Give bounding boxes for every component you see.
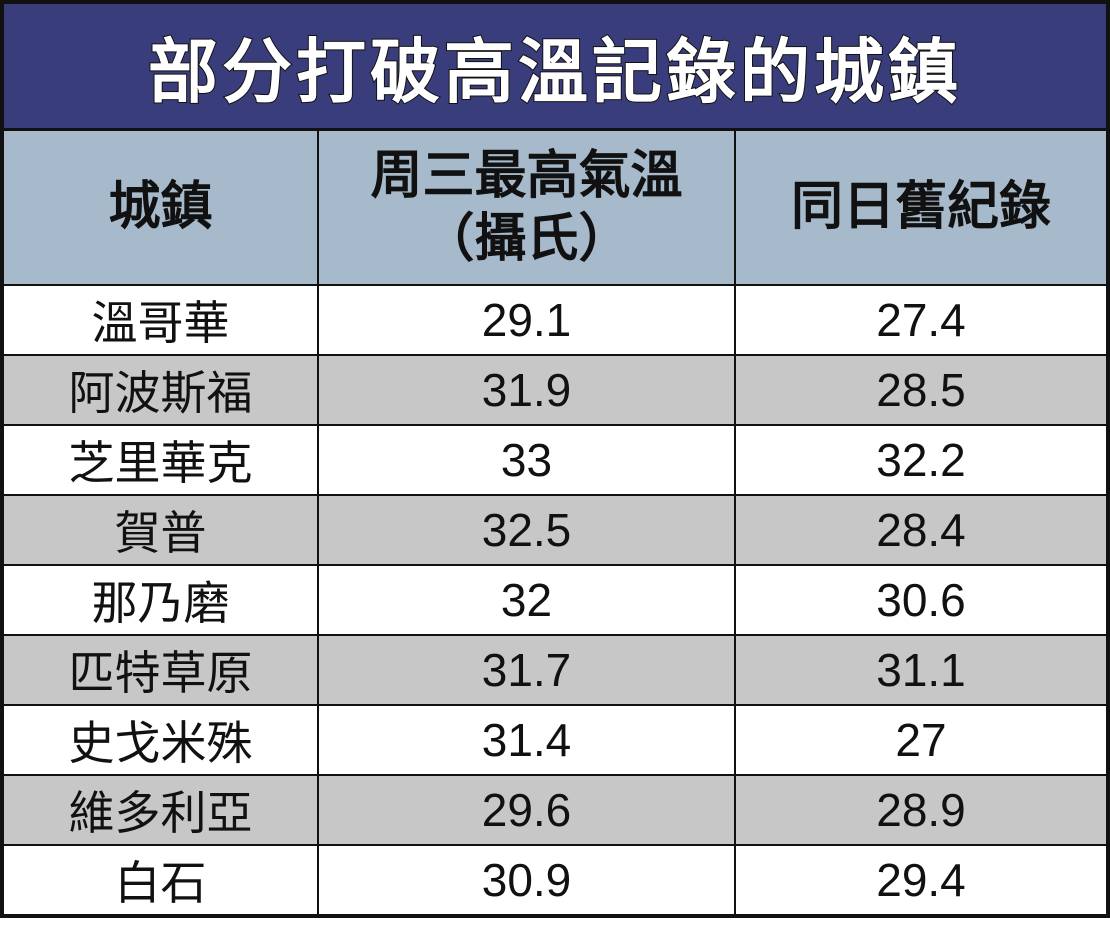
temperature-cell: 29.6: [317, 774, 736, 846]
data-row: 匹特草原 31.7 31.1: [4, 634, 1106, 706]
town-cell: 那乃磨: [4, 564, 319, 636]
header-cell: 周三最高氣溫 （攝氏）: [317, 131, 736, 286]
temperature-cell: 31.7: [317, 634, 736, 706]
temperature-cell: 32: [317, 564, 736, 636]
town-cell: 阿波斯福: [4, 354, 319, 426]
temperature-cell: 31.4: [317, 704, 736, 776]
header-line: （攝氏）: [422, 209, 631, 268]
header-line: 城鎮: [108, 178, 213, 237]
town-cell: 白石: [4, 844, 319, 914]
table-title: 部分打破高溫記錄的城鎮: [4, 4, 1106, 131]
temperature-cell: 29.4: [734, 844, 1106, 914]
temperature-cell: 28.4: [734, 494, 1106, 566]
header-cell: 城鎮: [4, 131, 319, 286]
temperature-cell: 27.4: [734, 284, 1106, 356]
temperature-cell: 28.9: [734, 774, 1106, 846]
town-cell: 匹特草原: [4, 634, 319, 706]
town-cell: 芝里華克: [4, 424, 319, 496]
data-row: 維多利亞 29.6 28.9: [4, 774, 1106, 846]
data-row: 溫哥華 29.1 27.4: [4, 284, 1106, 356]
table-frame: 部分打破高溫記錄的城鎮 城鎮 周三最高氣溫 （攝氏） 同日舊紀錄溫哥華 29.1 27.4…: [0, 0, 1110, 918]
temperature-cell: 33: [317, 424, 736, 496]
town-cell: 溫哥華: [4, 284, 319, 356]
temperature-cell: 31.1: [734, 634, 1106, 706]
data-row: 芝里華克 33 32.2: [4, 424, 1106, 496]
header-line: 同日舊紀錄: [790, 178, 1051, 237]
temperature-cell: 32.5: [317, 494, 736, 566]
data-row: 那乃磨 32 30.6: [4, 564, 1106, 636]
temperature-cell: 27: [734, 704, 1106, 776]
data-row: 史戈米殊 31.4 27: [4, 704, 1106, 776]
data-table: 城鎮 周三最高氣溫 （攝氏） 同日舊紀錄 溫哥華 29.1 27.4 阿波斯福 31.9 28.5…: [4, 131, 1106, 914]
town-cell: 史戈米殊: [4, 704, 319, 776]
header-row: 城鎮 周三最高氣溫 （攝氏） 同日舊紀錄: [4, 131, 1106, 286]
temperature-cell: 31.9: [317, 354, 736, 426]
town-cell: 賀普: [4, 494, 319, 566]
data-row: 白石 30.9 29.4: [4, 844, 1106, 914]
town-cell: 維多利亞: [4, 774, 319, 846]
temperature-cell: 30.6: [734, 564, 1106, 636]
temperature-cell: 29.1: [317, 284, 736, 356]
temperature-cell: 30.9: [317, 844, 736, 914]
data-row: 阿波斯福 31.9 28.5: [4, 354, 1106, 426]
header-cell: 同日舊紀錄: [734, 131, 1106, 286]
temperature-cell: 28.5: [734, 354, 1106, 426]
header-line: 周三最高氣溫: [370, 147, 683, 206]
data-row: 賀普 32.5 28.4: [4, 494, 1106, 566]
temperature-cell: 32.2: [734, 424, 1106, 496]
